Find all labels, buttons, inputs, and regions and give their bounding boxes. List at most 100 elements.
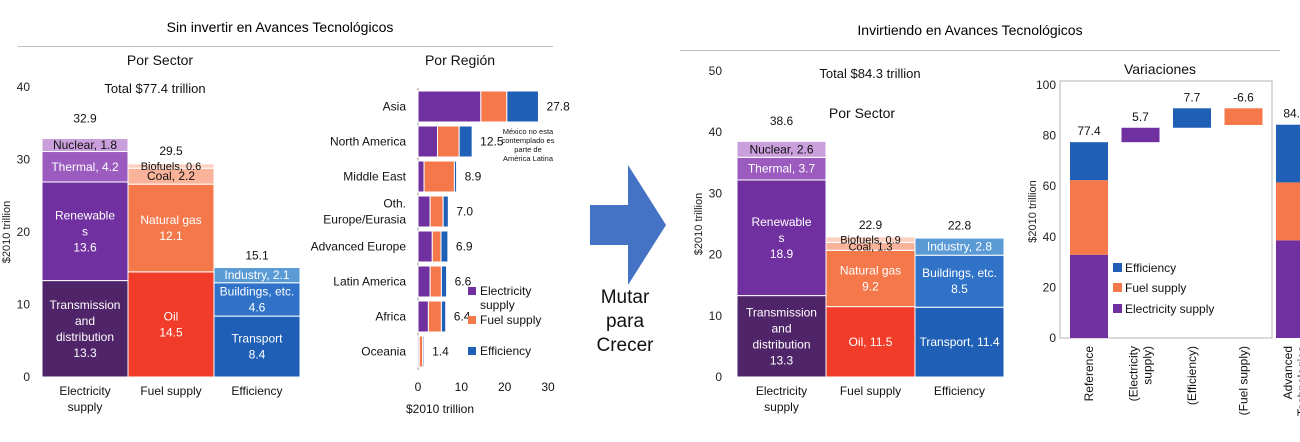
segment-label: Thermal, 3.7	[748, 162, 816, 176]
x-tick-label: 10	[455, 380, 469, 394]
y-tick-label: 0	[1049, 331, 1056, 345]
segment-label: 13.6	[73, 240, 97, 254]
waterfall-total-segment	[1276, 182, 1300, 241]
x-axis-label: $2010 trillion	[406, 402, 474, 416]
bar-segment	[41, 137, 129, 153]
middle-caption-line-2: para	[605, 311, 645, 332]
bar-total-label: 32.9	[73, 111, 97, 125]
segment-label: Nuclear, 2.6	[749, 142, 813, 156]
region-bar-segment	[506, 90, 539, 123]
total-label: Total $77.4 trillion	[104, 81, 205, 96]
chart-title: Por Sector	[127, 52, 193, 68]
bar-segment	[825, 306, 916, 378]
region-bar-segment	[423, 160, 455, 193]
waterfall-value-label: -6.6	[1233, 90, 1254, 104]
region-chart: Por Región Asia 27.8 North America 12.5 Middl…	[311, 52, 571, 416]
region-label: North America	[330, 135, 406, 149]
region-total-label: 27.8	[546, 100, 570, 114]
region-bar-segment	[427, 300, 442, 333]
region-bar-segment	[453, 160, 458, 193]
bar-segment	[127, 271, 215, 378]
region-bar-segment	[417, 195, 431, 228]
variations-chart: 0 20 40 60 80 100 $2010 trillion Variaciones 77.…	[1027, 61, 1300, 416]
segment-label: Oil	[164, 309, 179, 323]
region-bar-segment	[440, 230, 449, 263]
region-label: Middle East	[343, 170, 406, 184]
waterfall-total-segment	[1070, 180, 1108, 255]
middle-caption: Mutar para Crecer	[575, 286, 675, 358]
y-axis-label: $2010 trillion	[693, 193, 705, 255]
legend-swatch	[1113, 304, 1122, 313]
segment-label: Natural gas	[840, 263, 901, 277]
region-bar-segment	[458, 125, 473, 158]
segment-label: Industry, 2.8	[927, 240, 992, 254]
region-bar-segment	[417, 160, 425, 193]
sector-chart-after: 0 10 20 30 40 50 $2010 trillion Por Sector Total…	[693, 64, 1005, 414]
region-bar-segment	[417, 90, 482, 123]
region-bar-segment	[417, 300, 429, 333]
chart-title: Por Región	[425, 52, 495, 68]
waterfall-delta-bar	[1173, 108, 1211, 128]
region-label: Oceania	[361, 345, 406, 359]
legend-swatch	[1113, 263, 1122, 272]
y-tick-label: 20	[1043, 280, 1057, 294]
segment-label: 13.3	[73, 346, 97, 360]
segment-label: distribution	[56, 330, 114, 344]
segment-label: 9.2	[862, 279, 879, 293]
region-bar-segment	[422, 335, 425, 368]
region-total-label: 6.4	[454, 310, 471, 324]
y-tick-label: 0	[715, 370, 722, 384]
segment-label: Transmission	[746, 305, 817, 319]
segment-label: Thermal, 4.2	[51, 160, 119, 174]
legend-swatch	[468, 316, 476, 324]
bar-total-label: 15.1	[245, 249, 269, 263]
waterfall-value-label: 84.3	[1283, 107, 1300, 121]
waterfall-total-segment	[1276, 240, 1300, 338]
y-tick-label: 20	[17, 225, 31, 239]
segment-label: Coal, 2.2	[147, 169, 195, 183]
y-tick-label: 0	[23, 370, 30, 384]
waterfall-total-segment	[1070, 142, 1108, 181]
segment-label: s	[82, 224, 88, 238]
x-tick-label: 0	[415, 380, 422, 394]
segment-label: Renewable	[751, 215, 811, 229]
segment-label: and	[75, 314, 95, 328]
region-label: Europe/Eurasia	[323, 213, 406, 227]
y-tick-label: 30	[709, 186, 723, 200]
legend-label: Fuel supply	[1125, 281, 1186, 295]
legend-swatch	[468, 287, 476, 295]
segment-label: Buildings, etc.	[220, 284, 295, 298]
region-bar-segment	[442, 195, 449, 228]
region-label: Advanced Europe	[311, 240, 407, 254]
middle-caption-line-1: Mutar	[600, 287, 650, 308]
y-tick-label: 50	[709, 64, 723, 78]
y-tick-label: 20	[709, 248, 723, 262]
region-bar-segment	[417, 265, 431, 298]
y-tick-label: 40	[17, 80, 31, 94]
region-total-label: 8.9	[465, 170, 482, 184]
x-category-label: (Electricity	[1127, 346, 1141, 401]
bar-segment	[914, 306, 1005, 378]
region-label: Asia	[383, 100, 407, 114]
waterfall-total-segment	[1276, 124, 1300, 183]
region-total-label: 6.6	[455, 275, 472, 289]
bar-segment	[41, 151, 129, 183]
region-bar-segment	[429, 265, 442, 298]
region-bar-segment	[418, 335, 424, 368]
legend-label: Fuel supply	[480, 313, 541, 327]
bar-total-label: 22.8	[948, 218, 972, 232]
y-axis-label: $2010 trillion	[1, 201, 13, 263]
legend-label: supply	[480, 298, 515, 312]
region-bar-segment	[429, 195, 444, 228]
segment-label: Transport	[232, 332, 284, 346]
x-tick-label: 20	[498, 380, 512, 394]
segment-label: 8.5	[951, 282, 968, 296]
bar-total-label: 22.9	[859, 218, 883, 232]
region-label: Oth.	[383, 197, 406, 211]
region-note: México no esta	[503, 127, 554, 136]
segment-label: 14.5	[159, 325, 183, 339]
x-category-label: Electricity	[756, 384, 807, 398]
waterfall-value-label: 5.7	[1132, 110, 1149, 124]
legend-label: Efficiency	[1125, 261, 1176, 275]
